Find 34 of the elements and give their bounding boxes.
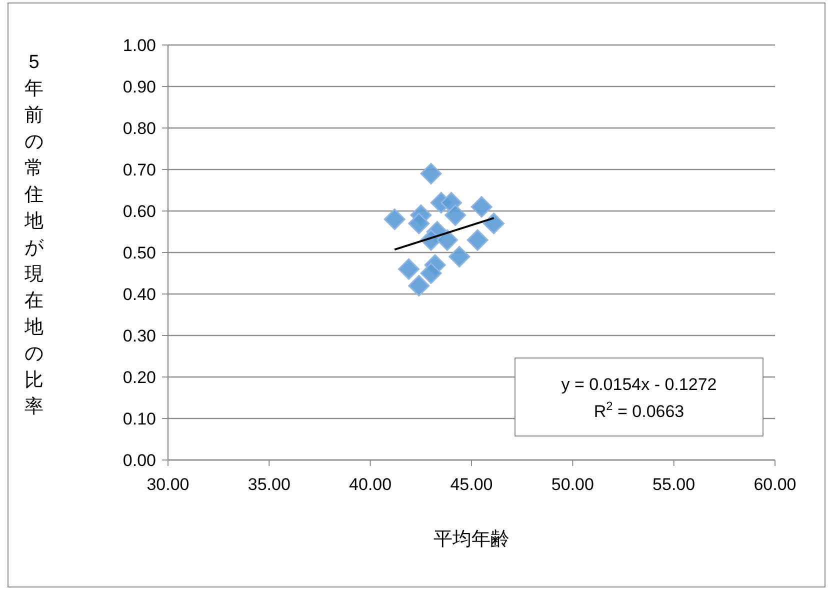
y-tick-label: 0.50 — [122, 244, 156, 262]
point — [483, 212, 505, 234]
point — [384, 208, 406, 230]
point — [448, 246, 470, 268]
annotation: R$^{2}$ = 0.0663 — [594, 399, 684, 421]
point — [420, 162, 442, 184]
point — [470, 196, 492, 218]
y-tick-label: 1.00 — [122, 36, 156, 55]
y-tick-label: 0.40 — [122, 285, 156, 304]
y-tick-label: 0.90 — [122, 78, 156, 96]
y-tick-label: 0.30 — [122, 326, 156, 346]
x-tick-label: 50.00 — [551, 475, 594, 494]
x-tick-label: 30.00 — [146, 475, 190, 494]
point — [420, 262, 442, 284]
point — [466, 229, 488, 251]
x-tick-label: 60.00 — [754, 475, 796, 494]
text: 5年前の常住地が現在地の比率 — [24, 52, 44, 418]
y-tick-label: 0.00 — [122, 451, 156, 470]
x-tick-label: 55.00 — [652, 475, 696, 494]
point — [444, 204, 466, 226]
y-tick-label: 0.80 — [122, 119, 156, 138]
y-tick-label: 0.20 — [122, 368, 156, 387]
x-tick-label: 35.00 — [248, 475, 290, 494]
x-tick-label: 40.00 — [349, 475, 392, 494]
point — [398, 258, 420, 280]
annotation: y = 0.0154x - 0.1272 — [561, 375, 717, 394]
x-tick-label: 45.00 — [450, 475, 493, 494]
x-axis-title: 平均年齢 — [434, 529, 510, 550]
point — [408, 212, 430, 234]
y-tick-label: 0.10 — [122, 410, 156, 428]
y-tick-label: 0.70 — [122, 160, 156, 180]
point — [408, 274, 430, 296]
y-tick-label: 0.60 — [122, 202, 156, 221]
point — [436, 229, 458, 251]
